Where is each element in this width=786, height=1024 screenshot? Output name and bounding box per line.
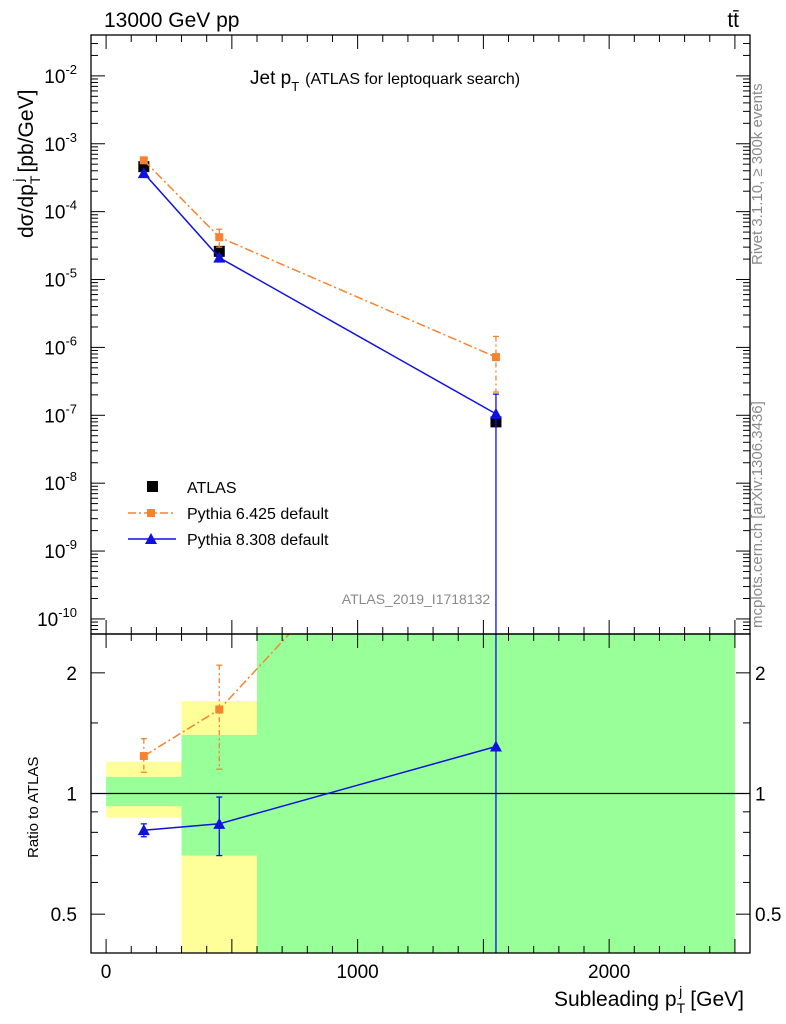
main-y-tick-label-7: 10-9 <box>44 537 77 563</box>
legend-pythia6-marker <box>147 509 155 517</box>
axes: 10-2 10-3 10-4 10-5 10-6 10-7 10-8 10-9 10-10 0.5… <box>37 34 781 983</box>
main-y-tick-label-3: 10-5 <box>44 266 77 292</box>
mcplots-label: mcplots.cern.ch [arXiv:1306.3436] <box>749 401 766 628</box>
main-pythia-8-308-default-point-1 <box>213 251 226 263</box>
main-y-tick-label-4: 10-6 <box>44 333 77 359</box>
main-y-tick-label-8: 10-10 <box>37 605 77 631</box>
rivet-label: Rivet 3.1.10, ≥ 300k events <box>749 83 766 265</box>
main-y-axis-label: dσ/dpTj[pb/GeV] <box>10 90 43 238</box>
main-y-tick-label-6: 10-8 <box>44 469 77 495</box>
main-pythia-8-308-default-line <box>143 172 497 415</box>
ratio-pythia-8-308-default-point-0 <box>137 824 150 836</box>
legend-entry-pythia8: Pythia 8.308 default <box>128 532 329 549</box>
main-pythia-6-425-default-point-2 <box>491 353 500 362</box>
energy-label: 13000 GeV pp <box>104 9 239 32</box>
main-pythia-8-308-default-point-2 <box>489 407 502 419</box>
x-tick-label-2: 2000 <box>588 962 630 983</box>
main-pythia-6-425-default-point-1 <box>215 233 224 242</box>
main-pythia-6-425-default-line <box>143 159 497 358</box>
ratio-y-tick-label-right-0: 0.5 <box>755 905 781 926</box>
main-y-tick-label-1: 10-3 <box>44 130 77 156</box>
legend-atlas-label: ATLAS <box>187 480 237 497</box>
ratio-pythia-8-308-default-point-1 <box>213 817 226 829</box>
x-tick-label-0: 0 <box>101 962 112 983</box>
ratio-pythia-8-308-default-point-2 <box>489 740 502 752</box>
ratio-curves <box>91 634 750 953</box>
ratio-y-tick-label-left-0: 0.5 <box>51 905 77 926</box>
legend-pythia6-label: Pythia 6.425 default <box>187 506 329 523</box>
ratio-band-green-0 <box>106 776 182 807</box>
analysis-watermark: ATLAS_2019_I1718132 <box>342 591 491 607</box>
ratio-y-axis-label: Ratio to ATLAS <box>25 757 42 858</box>
main-pythia-6-425-default-point-0 <box>139 156 148 165</box>
main-y-tick-label-2: 10-4 <box>44 198 77 224</box>
legend-atlas-marker <box>147 481 158 492</box>
plot-title: Jet pT (ATLAS for leptoquark search) <box>250 68 520 94</box>
main-atlas-point-0 <box>138 161 150 173</box>
main-curves <box>137 156 502 634</box>
legend-pythia8-label: Pythia 8.308 default <box>187 532 329 549</box>
ratio-pythia-6-425-default-point-1 <box>215 705 224 714</box>
main-y-tick-label-0: 10-2 <box>44 62 77 88</box>
x-axis-label: Subleading pTj [GeV] <box>554 983 744 1016</box>
legend-pythia8-marker <box>145 533 157 544</box>
main-y-tick-label-5: 10-7 <box>44 401 77 427</box>
ratio-pythia-6-425-default-point-0 <box>139 752 148 761</box>
x-tick-label-1: 1000 <box>336 962 378 983</box>
main-atlas-point-1 <box>213 245 225 257</box>
legend-entry-atlas: ATLAS <box>147 480 237 497</box>
process-label: tt̄ <box>727 9 739 32</box>
ratio-y-tick-label-left-1: 1 <box>66 785 77 806</box>
main-pythia-8-308-default-point-0 <box>137 167 150 179</box>
ratio-y-tick-label-left-2: 2 <box>66 664 77 685</box>
ratio-y-tick-label-right-2: 2 <box>755 664 766 685</box>
ratio-y-tick-label-right-1: 1 <box>755 785 766 806</box>
legend: ATLAS Pythia 6.425 default Pythia 8.308 … <box>128 480 329 549</box>
legend-entry-pythia6: Pythia 6.425 default <box>128 506 329 523</box>
